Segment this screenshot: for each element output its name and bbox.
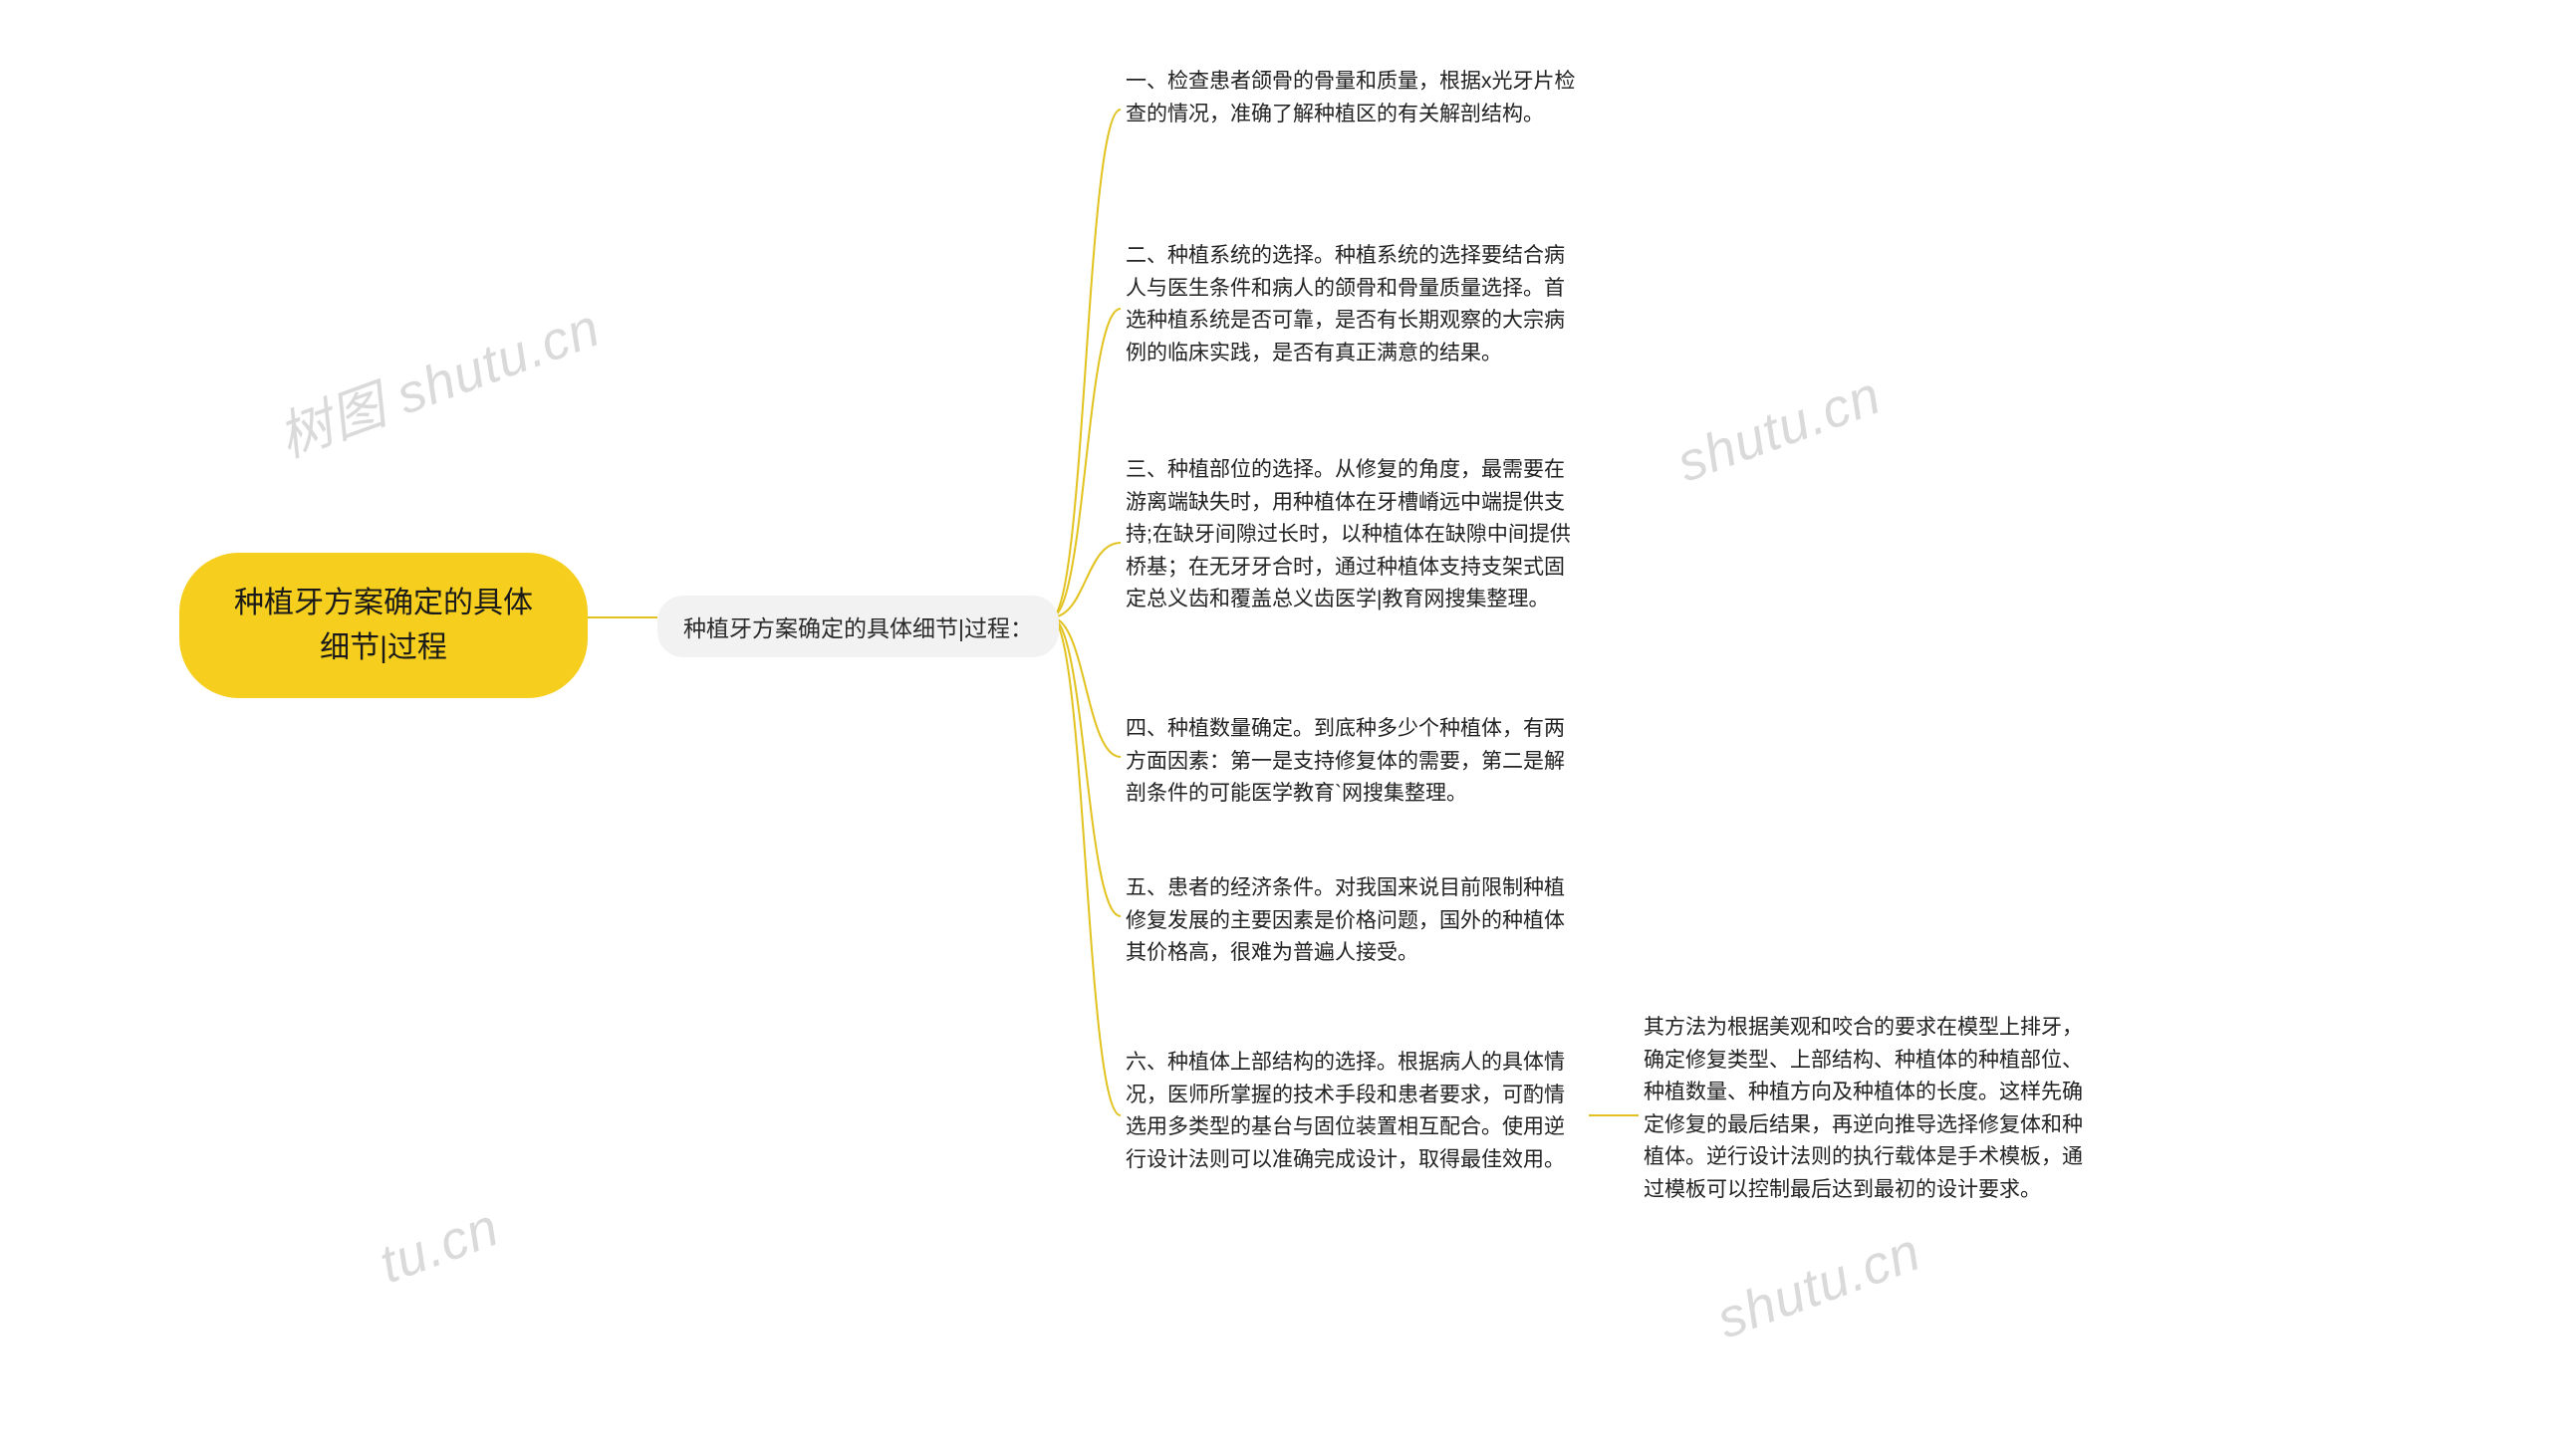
mindmap-root[interactable]: 种植牙方案确定的具体细节|过程	[179, 553, 588, 698]
mindmap-leaf-6-child[interactable]: 其方法为根据美观和咬合的要求在模型上排牙，确定修复类型、上部结构、种植体的种植部…	[1644, 1006, 2102, 1212]
leaf-text: 三、种植部位的选择。从修复的角度，最需要在游离端缺失时，用种植体在牙槽嵴远中端提…	[1126, 458, 1571, 610]
mindmap-leaf-4[interactable]: 四、种植数量确定。到底种多少个种植体，有两方面因素：第一是支持修复体的需要，第二…	[1126, 707, 1584, 817]
watermark: 树图 shutu.cn	[266, 284, 610, 473]
mindmap-leaf-2[interactable]: 二、种植系统的选择。种植系统的选择要结合病人与医生条件和病人的颌骨和骨量质量选择…	[1126, 234, 1584, 375]
mindmap-leaf-1[interactable]: 一、检查患者颌骨的骨量和质量，根据x光牙片检查的情况，准确了解种植区的有关解剖结…	[1126, 60, 1584, 136]
watermark: tu.cn	[372, 1196, 507, 1296]
leaf-text: 其方法为根据美观和咬合的要求在模型上排牙，确定修复类型、上部结构、种植体的种植部…	[1644, 1016, 2083, 1201]
leaf-text: 四、种植数量确定。到底种多少个种植体，有两方面因素：第一是支持修复体的需要，第二…	[1126, 717, 1565, 805]
root-label: 种植牙方案确定的具体细节|过程	[234, 587, 533, 664]
mindmap-leaf-5[interactable]: 五、患者的经济条件。对我国来说目前限制种植修复发展的主要因素是价格问题，国外的种…	[1126, 866, 1584, 976]
leaf-text: 六、种植体上部结构的选择。根据病人的具体情况，医师所掌握的技术手段和患者要求，可…	[1126, 1051, 1565, 1171]
watermark: shutu.cn	[1669, 364, 1890, 495]
mindmap-leaf-3[interactable]: 三、种植部位的选择。从修复的角度，最需要在游离端缺失时，用种植体在牙槽嵴远中端提…	[1126, 448, 1584, 622]
mindmap-leaf-6[interactable]: 六、种植体上部结构的选择。根据病人的具体情况，医师所掌握的技术手段和患者要求，可…	[1126, 1041, 1584, 1182]
leaf-text: 五、患者的经济条件。对我国来说目前限制种植修复发展的主要因素是价格问题，国外的种…	[1126, 876, 1565, 964]
leaf-text: 一、检查患者颌骨的骨量和质量，根据x光牙片检查的情况，准确了解种植区的有关解剖结…	[1126, 70, 1576, 125]
branch-label: 种植牙方案确定的具体细节|过程：	[683, 615, 1033, 641]
mindmap-branch-1[interactable]: 种植牙方案确定的具体细节|过程：	[657, 596, 1059, 657]
leaf-text: 二、种植系统的选择。种植系统的选择要结合病人与医生条件和病人的颌骨和骨量质量选择…	[1126, 244, 1565, 364]
watermark: shutu.cn	[1709, 1221, 1929, 1351]
